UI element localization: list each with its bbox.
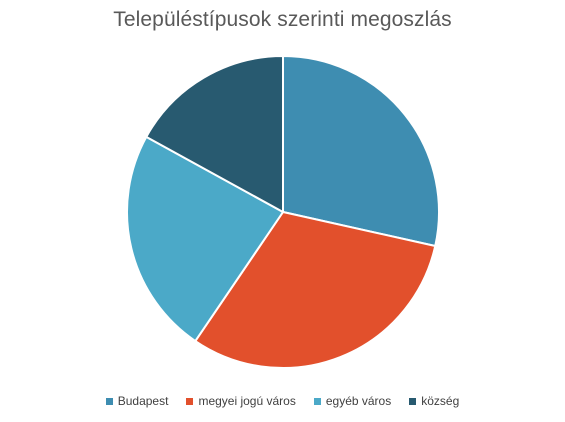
- legend-item-kozseg: község: [409, 394, 459, 408]
- pie-slices: [126, 55, 440, 369]
- chart-title: Településtípusok szerinti megoszlás: [113, 8, 452, 31]
- pie-slice-egyeb-varos: [126, 135, 284, 343]
- legend-item-egyeb-varos: egyéb város: [313, 394, 392, 408]
- legend-swatch: [186, 397, 194, 405]
- legend-swatch: [313, 397, 321, 405]
- legend-label: község: [421, 394, 460, 408]
- legend-item-megyei-jogu-varos: megyei jogú város: [186, 394, 296, 408]
- pie-slice-kozseg: [145, 55, 284, 213]
- legend-item-budapest: Budapest: [105, 394, 169, 408]
- legend-swatch: [105, 397, 113, 405]
- pie-slice-budapest: [282, 55, 440, 248]
- legend-label: megyei jogú város: [198, 394, 296, 408]
- chart-legend: Budapest megyei jogú város egyéb város közs…: [0, 392, 565, 410]
- legend-label: egyéb város: [325, 394, 392, 408]
- legend-swatch: [409, 397, 417, 405]
- pie-slice-megyei-jogu-varos: [194, 211, 437, 369]
- legend-label: Budapest: [117, 394, 169, 408]
